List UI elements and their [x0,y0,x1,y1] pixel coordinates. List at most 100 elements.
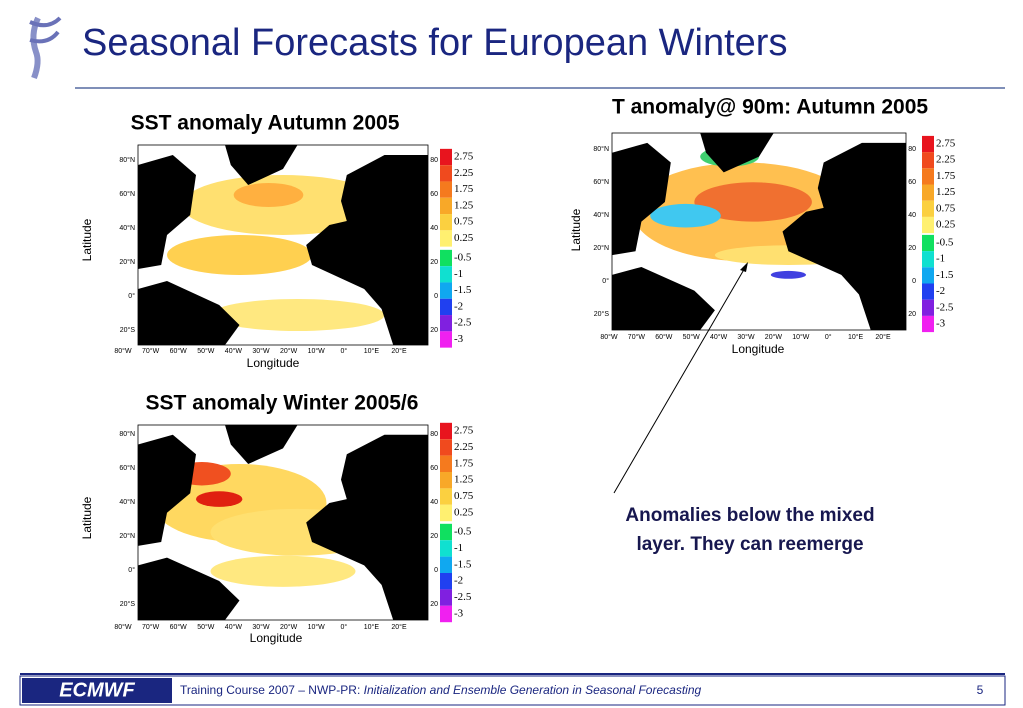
colorbar-swatch [922,216,934,234]
colorbar-swatch [922,251,934,268]
colorbar-label: -3 [454,608,464,620]
anomaly-region [233,183,304,207]
colorbar-label: 0.75 [936,202,956,214]
colorbar-label: -0.5 [454,252,472,264]
colorbar-label: 0.75 [454,490,474,502]
colorbar-label: 1.75 [454,183,474,195]
panel-title: T anomaly@ 90m: Autumn 2005 [612,96,928,119]
lat-label-right: 80 [908,146,916,153]
colorbar-label: 0.75 [454,216,474,228]
lat-label: 20°S [120,326,136,334]
colorbar-swatch [922,299,934,316]
colorbar-label: 2.25 [936,154,956,166]
colorbar-label: 2.25 [454,441,474,453]
lat-label-right: 80 [430,157,438,164]
panel-title: SST anomaly Autumn 2005 [131,112,400,135]
lon-label: 0° [340,623,347,631]
colorbar-label: 2.75 [936,138,956,150]
land [700,133,774,173]
colorbar-label: -1.5 [936,269,954,281]
colorbar-swatch [440,148,452,166]
lon-label: 60°W [170,623,188,631]
lat-label-right: 60 [908,179,916,186]
colorbar-swatch [440,165,452,182]
colorbar-swatch [440,181,452,198]
land [225,425,298,464]
arrow-line [613,265,747,494]
colorbar-swatch [922,135,934,153]
colorbar-label: -2.5 [936,301,954,313]
lat-label-right: 20 [430,601,438,608]
y-axis-label: Latitude [80,218,94,261]
lat-label: 0° [602,277,609,285]
colorbar-swatch [440,455,452,472]
lat-label: 40°N [119,224,135,232]
colorbar-swatch [440,540,452,557]
lon-label: 60°W [170,347,188,355]
lat-label-right: 20 [430,533,438,540]
colorbar-label: -2 [454,300,463,312]
colorbar-label: 2.25 [454,167,474,179]
colorbar-swatch [922,283,934,300]
land [612,142,671,256]
anomaly-region [167,235,312,275]
panel-title: SST anomaly Winter 2005/6 [146,392,419,415]
slide-title: Seasonal Forecasts for European Winters [82,22,787,64]
colorbar-swatch [440,331,452,348]
lon-label: 10°W [792,333,810,341]
annotation-line: Anomalies below the mixed [625,505,874,526]
lon-label: 40°W [710,333,728,341]
colorbar-label: 1.25 [454,474,474,486]
land [138,155,196,269]
anomaly-region [196,491,243,507]
colorbar-swatch [922,200,934,217]
lat-label-right: 40 [430,225,438,232]
colorbar-swatch [440,298,452,316]
land [138,557,240,620]
arrow-head [740,262,748,272]
lat-label-right: 0 [434,567,438,574]
colorbar-swatch [440,214,452,231]
x-axis-label: Longitude [247,356,300,370]
colorbar-label: -0.5 [454,526,472,538]
colorbar-label: 0.25 [454,507,474,519]
colorbar-label: -2 [454,575,463,587]
lat-label: 20°N [119,258,135,266]
colorbar-swatch [922,168,934,185]
lon-label: 70°W [142,347,160,355]
lon-label: 50°W [197,623,215,631]
lon-label: 40°W [225,347,243,355]
footer-box [19,675,1006,706]
lon-label: 80°W [114,347,132,355]
lon-label: 50°W [197,347,215,355]
lon-label: 10°E [364,347,380,355]
colorbar-label: -3 [936,318,946,330]
anomaly-region [650,203,721,228]
lat-label: 20°N [119,532,135,540]
colorbar-swatch [440,422,452,440]
lon-label: 10°E [364,623,380,631]
lon-label: 0° [340,347,347,355]
lat-label: 20°N [593,244,609,252]
colorbar-label: -1 [936,253,945,265]
colorbar-swatch [922,267,934,284]
colorbar-label: -2 [936,285,945,297]
lat-label: 20°S [594,310,610,318]
footer-logo-bg [22,678,172,703]
colorbar-swatch [440,197,452,215]
lon-label: 80°W [600,333,618,341]
colorbar-swatch [440,472,452,489]
colorbar-label: -2.5 [454,317,472,329]
colorbar-label: -1 [454,268,463,280]
lon-label: 0° [825,333,832,341]
y-axis-label: Latitude [80,496,94,539]
lat-label: 80°N [119,156,135,164]
colorbar-swatch [440,573,452,590]
lon-label: 60°W [655,333,673,341]
map-panel: SST anomaly Autumn 2005 80°N 80 60°N 60 40°N 4… [80,112,474,371]
colorbar-label: 1.25 [454,199,474,211]
footer-text: Training Course 2007 – NWP-PR: Initializ… [180,683,702,697]
panels: SST anomaly Autumn 2005 80°N 80 60°N 60 40°N 4… [80,96,956,646]
colorbar-label: 0.25 [454,232,474,244]
